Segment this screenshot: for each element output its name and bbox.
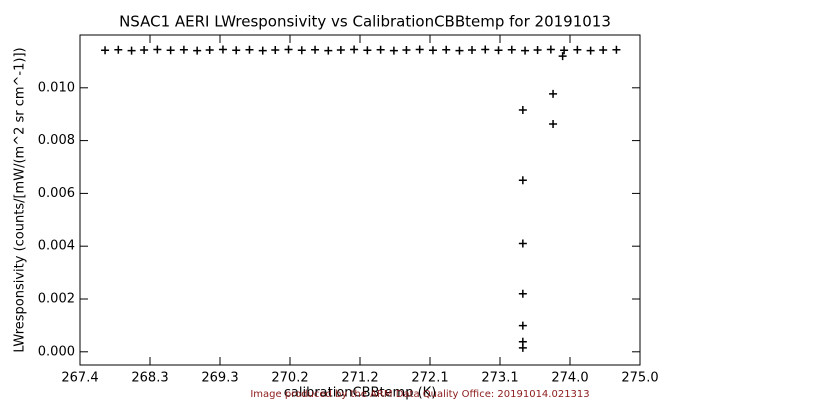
point xyxy=(153,45,162,54)
y-tick-label: 0.008 xyxy=(38,133,75,148)
point xyxy=(114,45,123,54)
y-axis-label: LWresponsivity (counts/[mW/(m^2 sr cm^-1… xyxy=(13,47,28,352)
point xyxy=(402,46,411,55)
x-tick-label: 271.2 xyxy=(341,371,378,386)
point xyxy=(558,52,567,61)
x-tick-label: 267.4 xyxy=(61,371,98,386)
y-tick-label: 0.006 xyxy=(38,186,75,201)
point xyxy=(389,46,398,55)
chart-title: NSAC1 AERI LWresponsivity vs Calibration… xyxy=(119,13,611,31)
point xyxy=(376,45,385,54)
x-tick-label: 274.0 xyxy=(551,371,588,386)
y-tick-label: 0.002 xyxy=(38,292,75,307)
point xyxy=(518,343,527,352)
point xyxy=(546,45,555,54)
x-tick-label: 272.1 xyxy=(411,371,448,386)
point xyxy=(468,46,476,55)
point xyxy=(518,239,527,248)
point xyxy=(549,119,558,128)
point xyxy=(245,45,254,54)
x-axis-label: calibrationCBBtemp (K) xyxy=(284,386,437,400)
point xyxy=(481,45,490,54)
point xyxy=(297,46,306,55)
point xyxy=(311,45,320,54)
point xyxy=(232,46,241,55)
point xyxy=(193,46,202,55)
y-tick-label: 0.000 xyxy=(38,344,75,359)
point xyxy=(533,46,542,55)
point xyxy=(573,45,582,54)
point xyxy=(549,89,558,98)
point xyxy=(518,176,527,185)
point xyxy=(363,46,372,55)
y-tick-label: 0.004 xyxy=(38,239,75,254)
x-tick-label: 269.3 xyxy=(201,371,238,386)
point xyxy=(140,46,149,55)
y-tick-label: 0.010 xyxy=(38,80,75,95)
point xyxy=(521,46,530,55)
x-tick-label: 268.3 xyxy=(131,371,168,386)
point xyxy=(442,45,451,54)
plot-frame xyxy=(79,34,641,366)
point xyxy=(455,46,464,55)
point xyxy=(179,45,188,54)
point xyxy=(336,46,345,55)
point xyxy=(258,46,267,55)
point xyxy=(101,46,110,55)
point xyxy=(415,45,424,54)
point xyxy=(428,46,437,55)
point xyxy=(518,289,527,298)
point xyxy=(518,321,527,330)
point xyxy=(507,45,516,54)
point xyxy=(494,46,503,55)
point xyxy=(518,105,527,114)
point xyxy=(599,46,608,55)
point xyxy=(350,45,359,54)
point xyxy=(560,46,569,55)
point xyxy=(612,45,621,54)
point xyxy=(218,45,227,54)
point xyxy=(127,46,136,55)
point xyxy=(324,46,333,55)
point xyxy=(284,45,293,54)
point xyxy=(271,46,280,55)
x-tick-label: 275.0 xyxy=(621,371,658,386)
x-tick-label: 270.2 xyxy=(271,371,308,386)
footer: Image produced by the ARM Data Quality O… xyxy=(250,389,589,400)
x-tick-label: 273.1 xyxy=(481,371,518,386)
point xyxy=(205,46,214,55)
point xyxy=(586,46,595,55)
point xyxy=(166,46,175,55)
